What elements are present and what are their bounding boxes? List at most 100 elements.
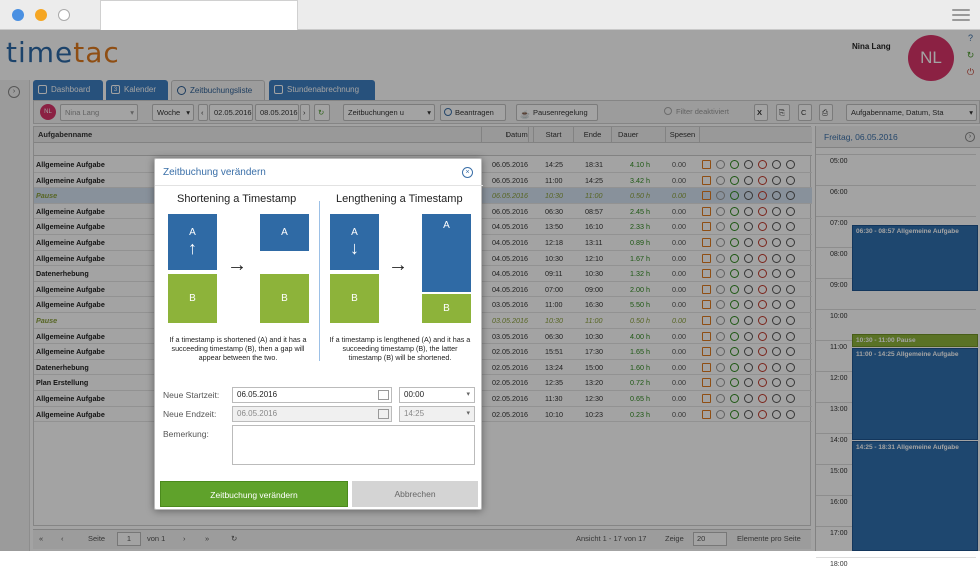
comment-icon[interactable] xyxy=(772,222,781,232)
location-icon[interactable] xyxy=(716,206,725,216)
delete-icon[interactable] xyxy=(758,409,767,419)
delete-icon[interactable] xyxy=(758,331,767,341)
comment-icon[interactable] xyxy=(772,160,781,169)
history-icon[interactable] xyxy=(744,394,753,403)
tab-stundenabrechnung[interactable]: Stundenabrechnung xyxy=(269,80,375,100)
start-time-select[interactable]: 00:00 ▾ xyxy=(399,387,475,403)
sync-icon[interactable] xyxy=(730,284,739,294)
excel-icon[interactable]: X xyxy=(754,104,768,121)
date-to[interactable]: 08.05.2016 xyxy=(255,104,299,121)
comment-icon[interactable] xyxy=(772,191,781,201)
per-page-select[interactable]: 20 xyxy=(693,532,727,546)
edit-icon[interactable] xyxy=(702,409,711,419)
sync-icon[interactable] xyxy=(730,362,739,372)
location-icon[interactable] xyxy=(716,238,725,247)
close-icon[interactable]: × xyxy=(462,167,473,178)
sync-icon[interactable] xyxy=(730,238,739,247)
comment-icon[interactable] xyxy=(772,347,781,357)
comment-icon[interactable] xyxy=(772,269,781,279)
calendar-event[interactable]: 11:00 - 14:25 Allgemeine Aufgabe xyxy=(852,348,978,440)
sync-icon[interactable] xyxy=(730,191,739,201)
edit-icon[interactable] xyxy=(702,300,711,310)
edit-icon[interactable] xyxy=(702,378,711,388)
delete-icon[interactable] xyxy=(758,378,767,388)
location-icon[interactable] xyxy=(716,394,725,403)
next-day-icon[interactable]: › xyxy=(965,132,975,142)
apply-button[interactable]: Beantragen xyxy=(440,104,506,121)
sync-icon[interactable] xyxy=(730,394,739,403)
window-dot-blue[interactable] xyxy=(12,9,24,21)
calendar-event[interactable]: 14:25 - 18:31 Allgemeine Aufgabe xyxy=(852,441,978,551)
edit-icon[interactable] xyxy=(702,253,711,263)
page-input[interactable]: 1 xyxy=(117,532,141,546)
sync-icon[interactable] xyxy=(730,160,739,169)
sync-icon[interactable] xyxy=(730,175,739,185)
sync-icon[interactable] xyxy=(730,222,739,232)
cancel-button[interactable]: Abbrechen xyxy=(352,481,478,507)
history-icon[interactable] xyxy=(744,300,753,310)
pause-rule-button[interactable]: ☕ Pausenregelung xyxy=(516,104,598,121)
sync-icon[interactable] xyxy=(730,409,739,419)
reload-icon[interactable]: ↻ xyxy=(231,534,238,543)
comment-icon[interactable] xyxy=(772,331,781,341)
delete-icon[interactable] xyxy=(758,175,767,185)
edit-icon[interactable] xyxy=(702,191,711,201)
location-icon[interactable] xyxy=(716,300,725,310)
prev-page-icon[interactable]: ‹ xyxy=(61,534,64,543)
info-icon[interactable] xyxy=(786,331,795,341)
period-select[interactable]: Woche ▾ xyxy=(152,104,194,121)
remark-textarea[interactable] xyxy=(232,425,475,465)
edit-icon[interactable] xyxy=(702,238,711,247)
edit-icon[interactable] xyxy=(702,362,711,372)
comment-icon[interactable] xyxy=(772,378,781,388)
first-page-icon[interactable]: « xyxy=(39,534,44,543)
print-icon[interactable]: ⎙ xyxy=(819,104,833,121)
info-icon[interactable] xyxy=(786,191,795,201)
location-icon[interactable] xyxy=(716,222,725,232)
history-icon[interactable] xyxy=(744,269,753,279)
delete-icon[interactable] xyxy=(758,316,767,325)
history-icon[interactable] xyxy=(744,331,753,341)
sync-icon[interactable] xyxy=(730,269,739,279)
save-button[interactable]: Zeitbuchung verändern xyxy=(160,481,348,507)
info-icon[interactable] xyxy=(786,316,795,325)
last-page-icon[interactable]: » xyxy=(205,534,210,543)
export-icon[interactable]: ⎘ xyxy=(776,104,790,121)
col-duration[interactable]: Dauer xyxy=(612,127,666,143)
info-icon[interactable] xyxy=(786,160,795,169)
delete-icon[interactable] xyxy=(758,284,767,294)
info-icon[interactable] xyxy=(786,347,795,357)
history-icon[interactable] xyxy=(744,362,753,372)
col-date[interactable]: Datum ↓ xyxy=(482,127,534,143)
end-date-input[interactable]: 06.05.2016 xyxy=(232,406,392,422)
power-icon[interactable]: ⏻ xyxy=(966,67,975,77)
edit-icon[interactable] xyxy=(702,394,711,403)
prev-icon[interactable]: ‹ xyxy=(198,104,208,121)
next-page-icon[interactable]: › xyxy=(183,534,186,543)
edit-icon[interactable] xyxy=(702,175,711,185)
history-icon[interactable] xyxy=(744,222,753,232)
comment-icon[interactable] xyxy=(772,300,781,310)
comment-icon[interactable] xyxy=(772,284,781,294)
location-icon[interactable] xyxy=(716,269,725,279)
location-icon[interactable] xyxy=(716,378,725,388)
comment-icon[interactable] xyxy=(772,409,781,419)
date-from[interactable]: 02.05.2016 xyxy=(209,104,253,121)
sync-icon[interactable] xyxy=(730,253,739,263)
history-icon[interactable] xyxy=(744,206,753,216)
col-end[interactable]: Ende xyxy=(574,127,612,143)
delete-icon[interactable] xyxy=(758,238,767,247)
location-icon[interactable] xyxy=(716,284,725,294)
location-icon[interactable] xyxy=(716,160,725,169)
edit-icon[interactable] xyxy=(702,206,711,216)
delete-icon[interactable] xyxy=(758,206,767,216)
info-icon[interactable] xyxy=(786,238,795,247)
edit-icon[interactable] xyxy=(702,284,711,294)
edit-icon[interactable] xyxy=(702,160,711,169)
delete-icon[interactable] xyxy=(758,394,767,403)
history-icon[interactable] xyxy=(744,253,753,263)
comment-icon[interactable] xyxy=(772,175,781,185)
refresh-icon[interactable]: ↻ xyxy=(966,50,975,60)
avatar[interactable]: NL xyxy=(908,35,954,81)
help-icon[interactable]: ? xyxy=(967,33,973,43)
